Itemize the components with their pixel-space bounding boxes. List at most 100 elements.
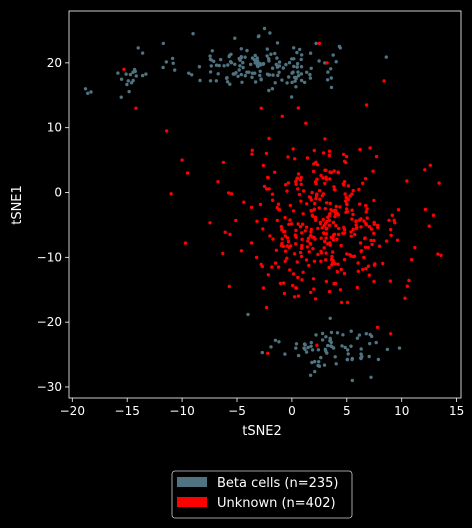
data-point	[314, 333, 318, 337]
data-point	[362, 219, 366, 223]
data-point	[316, 348, 321, 352]
data-point	[388, 279, 393, 283]
data-point	[342, 225, 346, 230]
data-point	[338, 288, 343, 292]
data-point	[372, 198, 376, 203]
data-point	[346, 197, 351, 201]
data-point	[369, 227, 374, 231]
data-point	[327, 149, 332, 153]
data-point	[287, 75, 291, 79]
data-point	[191, 32, 195, 36]
data-point	[363, 236, 367, 240]
data-point	[315, 343, 319, 347]
data-point	[275, 206, 279, 210]
series-1-points	[122, 41, 443, 355]
data-point	[362, 255, 366, 260]
data-point	[339, 243, 343, 248]
data-point	[287, 245, 291, 250]
data-point	[119, 95, 123, 99]
data-point	[317, 206, 321, 210]
data-point	[261, 62, 265, 66]
data-point	[216, 180, 220, 184]
data-point	[286, 181, 291, 185]
data-point	[368, 332, 372, 337]
data-point	[306, 345, 310, 350]
data-point	[319, 355, 323, 360]
data-point	[351, 254, 356, 259]
data-point	[264, 151, 269, 156]
y-tick-label: 10	[47, 121, 62, 135]
data-point	[219, 57, 223, 62]
data-point	[289, 95, 294, 99]
data-point	[354, 219, 358, 224]
data-point	[353, 232, 357, 237]
data-point	[366, 264, 371, 268]
data-point	[332, 185, 336, 189]
data-point	[292, 75, 297, 80]
data-point	[258, 69, 262, 74]
data-point	[336, 171, 341, 175]
data-point	[364, 332, 368, 336]
data-point	[249, 62, 253, 67]
data-point	[323, 181, 327, 186]
data-point	[292, 252, 297, 256]
x-tick-label: −20	[60, 404, 85, 418]
data-point	[262, 184, 267, 189]
data-point	[266, 273, 270, 277]
x-tick-label: −10	[169, 404, 194, 418]
data-point	[385, 239, 389, 243]
data-point	[306, 236, 311, 240]
data-point	[409, 258, 414, 262]
data-point	[170, 56, 175, 61]
data-point	[329, 235, 333, 240]
data-point	[324, 335, 328, 339]
data-point	[369, 375, 373, 379]
y-tick-label: −30	[37, 380, 62, 394]
data-point	[326, 215, 330, 219]
data-point	[305, 156, 310, 160]
data-point	[134, 74, 138, 78]
data-point	[228, 82, 232, 86]
data-point	[298, 225, 303, 229]
y-tick-label: 20	[47, 56, 62, 70]
data-point	[302, 189, 306, 193]
data-point	[250, 148, 254, 152]
data-point	[327, 223, 332, 228]
data-point	[431, 213, 436, 217]
data-point	[327, 265, 331, 270]
data-point	[343, 192, 347, 196]
data-point	[284, 183, 288, 187]
x-axis-label: tSNE2	[242, 424, 282, 439]
data-point	[337, 226, 341, 231]
data-point	[328, 212, 332, 216]
data-point	[333, 262, 337, 266]
data-point	[300, 243, 304, 248]
data-point	[359, 352, 363, 356]
data-point	[273, 51, 277, 56]
data-point	[358, 202, 362, 206]
data-point	[209, 64, 213, 68]
data-point	[396, 208, 401, 212]
data-point	[221, 160, 226, 165]
data-point	[344, 199, 348, 203]
data-point	[313, 201, 317, 206]
data-point	[292, 46, 296, 50]
data-point	[329, 85, 334, 90]
data-point	[310, 213, 314, 218]
legend-entry-label: Unknown (n=402)	[217, 496, 336, 511]
data-point	[122, 67, 126, 72]
data-point	[187, 71, 191, 75]
data-point	[309, 290, 313, 295]
data-point	[405, 179, 409, 183]
data-point	[261, 286, 266, 290]
data-point	[324, 177, 328, 181]
data-point	[261, 163, 265, 168]
data-point	[297, 192, 302, 197]
data-point	[296, 74, 301, 78]
data-point	[325, 61, 329, 65]
data-point	[339, 267, 343, 272]
data-point	[127, 89, 131, 94]
data-point	[371, 169, 375, 173]
data-point	[288, 203, 292, 208]
data-point	[259, 106, 263, 110]
